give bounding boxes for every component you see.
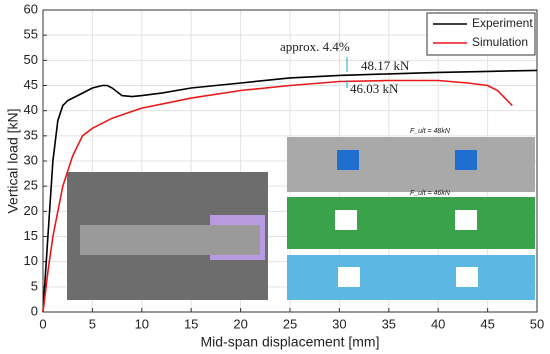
x-tick-label: 10 <box>135 316 149 331</box>
y-tick-label: 50 <box>24 52 38 67</box>
annotation: 48.17 kN <box>361 58 410 73</box>
inset-label: F_ult = 48kN <box>410 128 451 135</box>
y-tick-label: 55 <box>24 27 38 42</box>
y-tick-label: 15 <box>24 228 38 243</box>
annotation: approx. 4.4% <box>280 39 350 54</box>
y-axis-label: Vertical load [kN] <box>5 108 21 213</box>
fe-contour-2 <box>287 255 535 300</box>
annotation: 46.03 kN <box>350 81 399 96</box>
x-tick-label: 5 <box>89 316 96 331</box>
x-tick-label: 40 <box>431 316 445 331</box>
y-tick-label: 20 <box>24 203 38 218</box>
y-tick-label: 25 <box>24 178 38 193</box>
y-tick-label: 10 <box>24 253 38 268</box>
y-tick-label: 5 <box>31 278 38 293</box>
legend-label: Experiment <box>472 16 533 30</box>
x-tick-label: 0 <box>39 316 46 331</box>
window <box>455 210 477 230</box>
photo-beam <box>80 225 260 255</box>
legend-box <box>426 12 536 56</box>
inset-images <box>67 137 535 300</box>
y-tick-label: 40 <box>24 102 38 117</box>
window <box>335 210 357 230</box>
y-tick-label: 35 <box>24 127 38 142</box>
x-tick-label: 35 <box>382 316 396 331</box>
plot-frame <box>42 9 538 313</box>
window <box>337 150 359 170</box>
x-tick-label: 15 <box>184 316 198 331</box>
y-tick-label: 0 <box>31 303 38 318</box>
window <box>455 150 477 170</box>
fe-contour <box>287 197 535 249</box>
x-tick-label: 50 <box>530 316 544 331</box>
y-tick-label: 60 <box>24 1 38 16</box>
x-tick-label: 25 <box>283 316 297 331</box>
series-line <box>42 79 513 313</box>
legend-label: Simulation <box>472 35 528 49</box>
x-tick-label: 30 <box>332 316 346 331</box>
inset-label: F_ult = 46kN <box>410 190 451 197</box>
y-tick-label: 45 <box>24 77 38 92</box>
y-tick-label: 30 <box>24 152 38 167</box>
window <box>338 267 360 287</box>
x-axis-label: Mid-span displacement [mm] <box>201 334 380 350</box>
series-line <box>42 69 538 313</box>
x-tick-label: 20 <box>233 316 247 331</box>
photo-specimen <box>287 137 535 192</box>
window <box>456 267 478 287</box>
legend: Experiment Simulation <box>426 12 536 56</box>
x-tick-label: 45 <box>480 316 494 331</box>
